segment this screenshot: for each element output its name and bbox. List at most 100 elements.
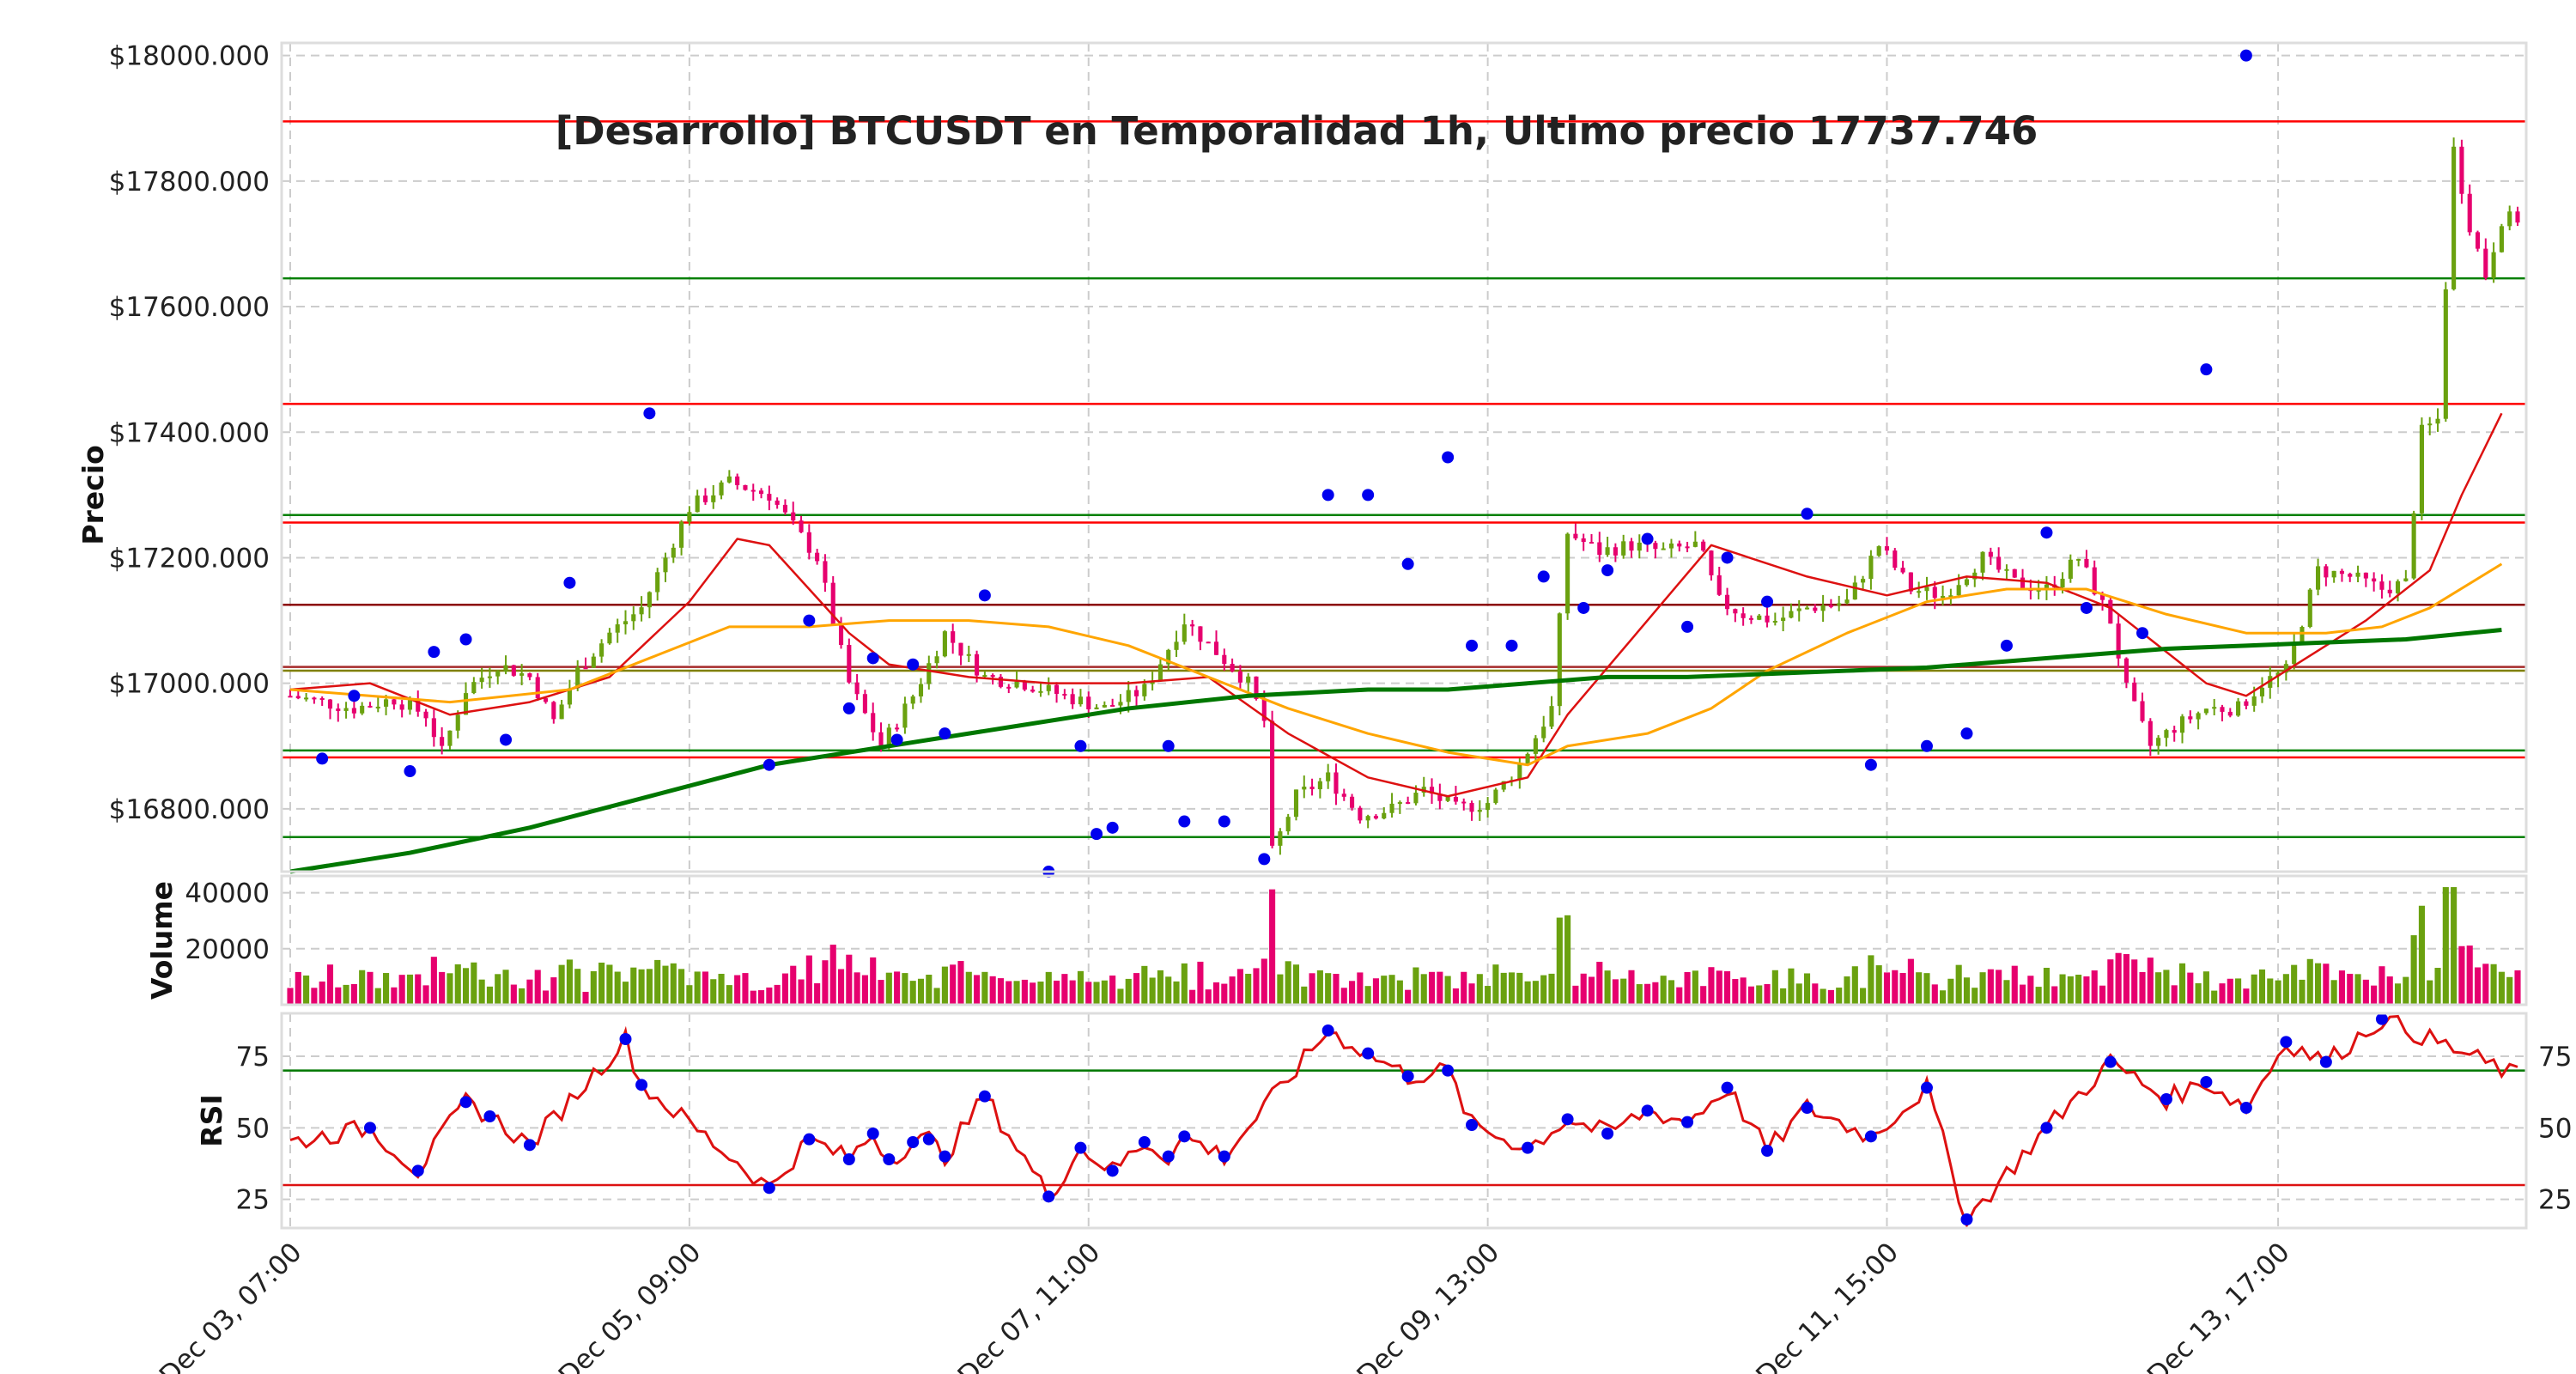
rsi-tick-label-left: 75 [236, 1042, 270, 1073]
volume-bar [1923, 973, 1930, 1005]
candle-body [2220, 707, 2225, 712]
volume-bar [2227, 978, 2233, 1005]
volume-bar [702, 971, 709, 1005]
ema-mid-line [289, 562, 2503, 767]
candle-body [1206, 641, 1211, 644]
price-signal-marker [1218, 815, 1230, 828]
volume-bar [2027, 976, 2034, 1005]
volume-bar [415, 974, 422, 1005]
volume-bar [902, 973, 908, 1005]
price-signal-marker [978, 589, 991, 602]
volume-bar [2451, 887, 2458, 1005]
volume-bar [590, 970, 597, 1005]
candle-body [360, 705, 365, 714]
candle-body [1861, 579, 1866, 583]
volume-bar [1996, 970, 2002, 1005]
candle-body [1166, 649, 1171, 665]
candle-body [2036, 589, 2041, 592]
candle-body [647, 592, 652, 608]
rsi-signal-marker [1721, 1081, 1734, 1094]
volume-bar [1061, 974, 1068, 1005]
volume-bar [1229, 976, 1236, 1005]
candle-body [487, 676, 492, 678]
volume-bar [1476, 974, 1483, 1005]
volume-bar [454, 964, 461, 1005]
volume-bar [2442, 887, 2449, 1005]
candle-body [2251, 696, 2257, 706]
candle-body [2123, 658, 2129, 683]
candle-body [1709, 550, 1714, 575]
volume-bar [1684, 971, 1691, 1005]
volume-bar [2258, 969, 2266, 1005]
candle-body [1326, 772, 1331, 781]
rsi-signal-marker [1801, 1102, 1814, 1114]
candle-body [2403, 578, 2409, 581]
volume-bar [1030, 982, 1036, 1005]
candlesticks [288, 137, 2520, 855]
rsi-tick-label-right: 50 [2538, 1113, 2572, 1144]
candle-body [2196, 713, 2201, 720]
candle-body [2203, 708, 2208, 714]
volume-bar [550, 977, 557, 1005]
candle-body [1350, 796, 1355, 808]
volume-bar [566, 959, 573, 1005]
volume-bar [447, 973, 453, 1005]
volume-bar [1668, 980, 1675, 1005]
candle-body [1549, 706, 1554, 727]
candle-body [750, 489, 756, 492]
volume-bar [846, 954, 853, 1005]
candle-body [2179, 716, 2185, 733]
volume-bar [367, 971, 374, 1005]
candle-body [2132, 682, 2137, 702]
volume-bar [2155, 972, 2162, 1005]
panel-frame [280, 41, 2528, 873]
volume-bar [2394, 983, 2402, 1005]
volume-bar [1261, 958, 1267, 1005]
candle-body [782, 504, 788, 513]
volume-bar [829, 945, 836, 1005]
candle-body [1573, 533, 1578, 538]
candle-body [1517, 763, 1522, 781]
volume-bar [1357, 972, 1364, 1005]
candle-body [1309, 787, 1315, 790]
rsi-signal-marker [2200, 1076, 2213, 1088]
volume-bar [837, 969, 845, 1005]
candle-body [2483, 248, 2488, 278]
volume-bar [1349, 981, 1356, 1005]
rsi-signal-marker [978, 1090, 991, 1103]
candle-body [2044, 584, 2050, 590]
candle-body [511, 665, 516, 676]
candle-body [1014, 681, 1019, 688]
candle-body [671, 547, 676, 558]
candle-body [838, 623, 844, 646]
volume-bar [1309, 973, 1315, 1005]
volume-bar [2490, 964, 2497, 1005]
candle-body [942, 631, 947, 657]
volume-bar [2187, 972, 2194, 1005]
volume-bar [2474, 967, 2482, 1005]
volume-bar [1955, 964, 1962, 1005]
rsi-signal-marker [2319, 1055, 2332, 1068]
candle-body [1757, 615, 1762, 620]
candle-body [1844, 599, 1850, 604]
candle-body [2507, 211, 2512, 227]
volume-bar [2466, 945, 2473, 1005]
volume-bar [558, 964, 565, 1005]
volume-bar [1628, 970, 1635, 1005]
price-signal-marker [1761, 595, 1774, 608]
volume-bar [1101, 980, 1108, 1005]
volume-bar [1899, 973, 1906, 1005]
volume-bar [1093, 982, 1100, 1005]
volume-bar [2107, 959, 2114, 1005]
volume-bar [1245, 973, 1252, 1005]
rsi-signal-marker [1162, 1150, 1175, 1163]
candle-body [1046, 684, 1051, 691]
volume-bar [1803, 973, 1811, 1005]
volume-bar [2243, 988, 2250, 1005]
candle-body [1174, 641, 1179, 650]
volume-bar [2386, 976, 2393, 1005]
candle-body [1302, 787, 1307, 790]
volume-bar [2147, 958, 2154, 1005]
candle-body [2372, 578, 2377, 582]
